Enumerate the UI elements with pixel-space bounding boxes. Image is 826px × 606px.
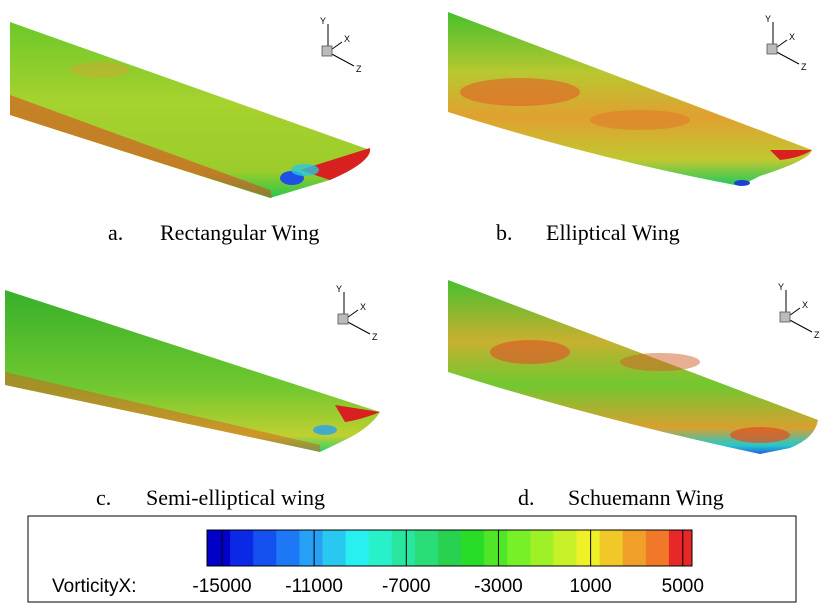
axis-cube (338, 314, 348, 324)
color-segment (530, 530, 554, 566)
wing-render (448, 12, 812, 186)
axis-cube (322, 46, 332, 56)
color-segment (276, 530, 300, 566)
color-segment (415, 530, 439, 566)
axis-cube (767, 44, 777, 54)
color-segment (577, 530, 601, 566)
panel-title: Schuemann Wing (568, 485, 724, 510)
axis-triad: Y X Z (765, 14, 807, 72)
axis-letter: Y (778, 282, 784, 292)
color-segment (392, 530, 416, 566)
axis-cube (780, 312, 790, 322)
axis-letter: X (802, 300, 808, 310)
panel-title: Rectangular Wing (160, 220, 319, 245)
tick-label: 5000 (662, 576, 704, 597)
color-segment (322, 530, 346, 566)
panel-title: Semi-elliptical wing (146, 485, 325, 510)
axis-letter: X (344, 34, 350, 44)
axis-letter: Z (372, 332, 378, 342)
color-segment (553, 530, 577, 566)
axis-letter: Z (356, 64, 362, 74)
color-segment (346, 530, 370, 566)
color-segment (623, 530, 647, 566)
axis-letter: Y (336, 284, 342, 294)
color-segment (369, 530, 393, 566)
color-segment (299, 530, 323, 566)
axis-triad: Y X Z (336, 284, 378, 342)
panel-letter: a. (108, 220, 123, 245)
color-segment (207, 530, 231, 566)
panel-letter: c. (96, 485, 111, 510)
wing-render (10, 22, 370, 198)
axis-letter: X (789, 32, 795, 42)
color-segment (253, 530, 277, 566)
color-segment (669, 530, 693, 566)
axis-letter: Y (320, 16, 326, 26)
panel-letter: d. (518, 485, 535, 510)
colorbar-label: VorticityX: (52, 576, 136, 597)
axis-letter: Y (765, 14, 771, 24)
panel-title: Elliptical Wing (546, 220, 680, 245)
axis-letter: X (360, 302, 366, 312)
axis-triad: Y X Z (320, 16, 362, 74)
wing-render (448, 280, 818, 454)
color-segment (230, 530, 254, 566)
axis-letter: Z (814, 330, 820, 340)
tick-label: -7000 (382, 576, 431, 597)
tick-label: -15000 (192, 576, 251, 597)
color-segment (646, 530, 670, 566)
color-segment (461, 530, 485, 566)
tick-label: -11000 (285, 576, 343, 597)
axis-letter: Z (801, 62, 807, 72)
color-segment (438, 530, 462, 566)
wing-render (5, 290, 380, 452)
color-segment (507, 530, 531, 566)
tick-label: -3000 (474, 576, 523, 597)
color-segment (484, 530, 508, 566)
figure: Y X Z Y X Z Y X Z Y X Z a. Rectangular Wing b. Elli… (0, 0, 826, 606)
tick-label: 1000 (569, 576, 611, 597)
axis-triad: Y X Z (778, 282, 820, 340)
color-segment (600, 530, 624, 566)
panel-letter: b. (496, 220, 513, 245)
